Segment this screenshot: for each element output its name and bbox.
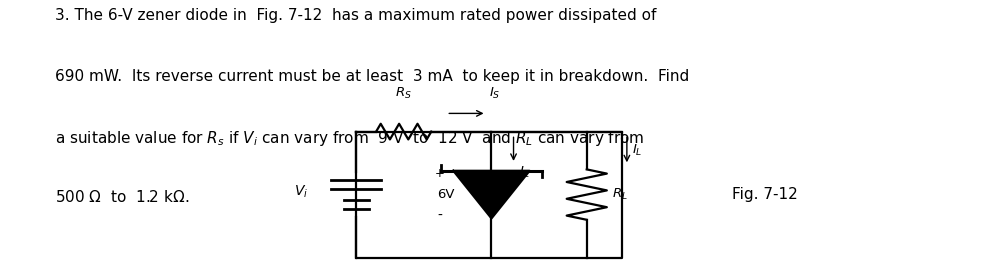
Text: $R_S$: $R_S$ bbox=[395, 86, 412, 101]
Text: -: - bbox=[437, 209, 441, 223]
Text: $I_L$: $I_L$ bbox=[631, 143, 641, 158]
Text: Fig. 7-12: Fig. 7-12 bbox=[731, 187, 798, 202]
Text: $R_L$: $R_L$ bbox=[611, 187, 627, 202]
Text: 690 mW.  Its reverse current must be at least  3 mA  to keep it in breakdown.  F: 690 mW. Its reverse current must be at l… bbox=[55, 69, 688, 84]
Text: $I_S$: $I_S$ bbox=[489, 86, 500, 101]
Text: +: + bbox=[434, 167, 444, 180]
Polygon shape bbox=[453, 171, 529, 218]
Text: a suitable value for $R_s$ if $V_i$ can vary from  9 V  to  12 V  and $R_L$ can : a suitable value for $R_s$ if $V_i$ can … bbox=[55, 129, 644, 148]
Text: $V_i$: $V_i$ bbox=[294, 184, 308, 200]
Text: $I_Z$: $I_Z$ bbox=[518, 165, 530, 180]
Text: 500 $\Omega$  to  1.2 k$\Omega$.: 500 $\Omega$ to 1.2 k$\Omega$. bbox=[55, 189, 189, 205]
Text: 3. The 6-V zener diode in  Fig. 7-12  has a maximum rated power dissipated of: 3. The 6-V zener diode in Fig. 7-12 has … bbox=[55, 8, 656, 24]
Text: 6V: 6V bbox=[437, 188, 455, 201]
